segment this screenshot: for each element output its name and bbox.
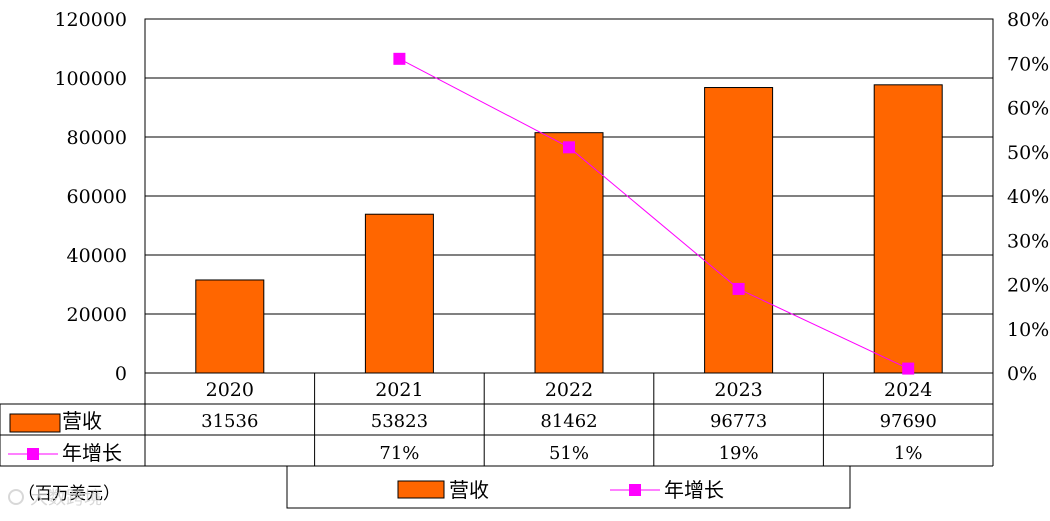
left-tick-label: 120000 (54, 9, 127, 31)
category-label: 2024 (884, 379, 932, 401)
left-tick-label: 100000 (54, 68, 127, 90)
right-axis-ticks: 0% 10% 20% 30% 40% 50% 60% 70% 80% (1007, 9, 1049, 385)
category-label: 2022 (545, 379, 593, 401)
right-tick-label: 50% (1007, 142, 1049, 164)
revenue-value: 53823 (371, 411, 428, 432)
left-tick-label: 40000 (67, 245, 127, 267)
left-tick-label: 20000 (67, 304, 127, 326)
left-axis-ticks: 0 20000 40000 60000 80000 100000 120000 (54, 9, 127, 385)
legend-growth-marker (629, 484, 641, 496)
right-tick-label: 70% (1007, 53, 1049, 75)
revenue-bars (195, 84, 943, 374)
watermark-text: 大数跨境 (30, 488, 102, 509)
growth-line-series (393, 52, 915, 375)
revenue-value: 31536 (201, 411, 258, 432)
growth-point (732, 282, 745, 295)
category-label: 2023 (714, 379, 762, 401)
revenue-row-label: 营收 (62, 409, 102, 433)
growth-line (399, 58, 909, 370)
left-tick-label: 80000 (67, 127, 127, 149)
right-tick-label: 80% (1007, 9, 1049, 31)
revenue-value: 97690 (880, 411, 937, 432)
right-tick-label: 20% (1007, 275, 1049, 297)
bar (364, 213, 434, 374)
legend-growth-label: 年增长 (664, 478, 724, 502)
legend-revenue-swatch (397, 480, 445, 499)
legend-box (286, 465, 851, 509)
axes (144, 18, 994, 374)
revenue-key-swatch (9, 413, 61, 433)
bar (534, 132, 604, 374)
category-label: 2020 (206, 379, 254, 401)
growth-row-label: 年增长 (62, 441, 122, 465)
right-tick-label: 10% (1007, 319, 1049, 341)
bar (873, 84, 943, 374)
legend: 营收 年增长 (286, 465, 851, 509)
growth-value: 71% (379, 443, 419, 464)
watermark: 大数跨境 (8, 488, 102, 509)
watermark-logo-icon (8, 489, 24, 505)
growth-value: 1% (894, 443, 923, 464)
plot-frame (144, 18, 994, 374)
bar (704, 87, 774, 374)
growth-point (393, 52, 406, 65)
revenue-value: 96773 (710, 411, 767, 432)
growth-point (563, 141, 575, 154)
growth-key-marker (27, 448, 39, 460)
revenue-value: 81462 (540, 411, 597, 432)
bar (195, 279, 265, 374)
growth-point (902, 362, 915, 375)
growth-value: 51% (549, 443, 589, 464)
right-tick-label: 30% (1007, 230, 1049, 252)
unit-note: （百万美元） (18, 484, 120, 504)
legend-revenue-label: 营收 (449, 478, 489, 502)
data-table: 2020 31536 2021 53823 71% 2022 81462 51% 2023 967… (0, 373, 994, 467)
left-tick-label: 60000 (67, 186, 127, 208)
category-label: 2021 (375, 379, 423, 401)
left-tick-label: 0 (115, 363, 127, 385)
right-tick-label: 0% (1007, 363, 1037, 385)
growth-value: 19% (719, 443, 759, 464)
right-tick-label: 40% (1007, 186, 1049, 208)
right-tick-label: 60% (1007, 98, 1049, 120)
